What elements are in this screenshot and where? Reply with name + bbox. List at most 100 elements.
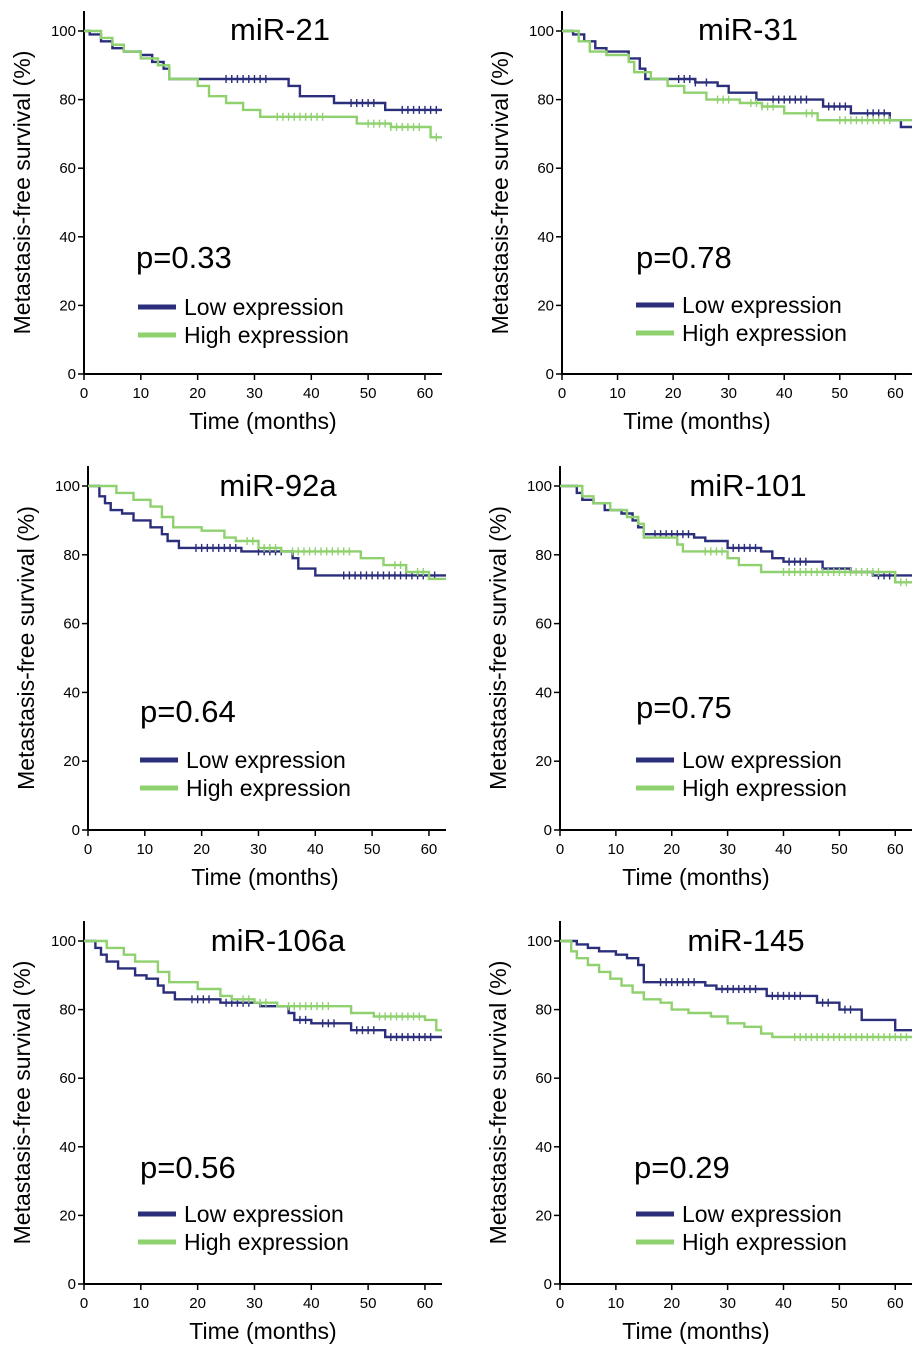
p-value-annotation: p=0.78 [636, 240, 732, 275]
x-tick-label: 0 [558, 385, 566, 402]
x-tick-label: 10 [609, 385, 626, 402]
x-tick-label: 0 [556, 841, 564, 858]
legend-label: High expression [682, 1229, 847, 1255]
x-tick-label: 50 [831, 1295, 848, 1312]
km-curve [84, 939, 442, 1039]
legend-label: Low expression [682, 292, 842, 318]
y-axis-label: Metastasis-free survival (%) [13, 506, 39, 790]
y-tick-label: 20 [63, 753, 80, 770]
panel-mir-145: 0 20 40 60 80 100 0 10 20 30 40 50 60 Time (months) Me… [485, 921, 912, 1344]
x-tick-label: 30 [720, 385, 737, 402]
y-tick-label: 80 [63, 547, 80, 564]
y-tick-label: 0 [544, 822, 552, 839]
x-axis-label: Time (months) [191, 864, 338, 890]
km-curve [562, 29, 912, 122]
legend-label: High expression [184, 322, 349, 348]
x-tick-label: 0 [80, 385, 88, 402]
x-tick-label: 40 [303, 1295, 320, 1312]
y-tick-label: 20 [59, 1207, 76, 1224]
series-high-expression [562, 29, 912, 125]
y-tick-label: 100 [529, 23, 554, 40]
p-value-annotation: p=0.56 [140, 1150, 236, 1185]
x-tick-label: 20 [663, 1295, 680, 1312]
y-axis-label: Metastasis-free survival (%) [9, 961, 35, 1245]
y-tick-label: 80 [59, 1002, 76, 1019]
x-tick-label: 20 [665, 385, 682, 402]
panel-title: miR-21 [230, 12, 330, 47]
x-tick-label: 30 [719, 1295, 736, 1312]
panel-title: miR-106a [211, 923, 346, 958]
y-tick-label: 100 [55, 478, 80, 495]
x-tick-label: 10 [136, 841, 153, 858]
legend-label: High expression [682, 320, 847, 346]
y-tick-label: 60 [537, 160, 554, 177]
legend-label: Low expression [682, 1201, 842, 1227]
km-curve [88, 484, 446, 581]
y-tick-label: 40 [63, 684, 80, 701]
legend-label: High expression [184, 1229, 349, 1255]
x-tick-label: 10 [132, 1295, 149, 1312]
legend-label: High expression [186, 775, 351, 801]
x-tick-label: 40 [775, 841, 792, 858]
km-curve [560, 939, 912, 1039]
panel-mir-31: 0 20 40 60 80 100 0 10 20 30 40 50 60 Time (months) Me… [487, 11, 912, 434]
x-tick-label: 60 [887, 841, 904, 858]
x-tick-label: 10 [132, 385, 149, 402]
x-tick-label: 30 [246, 1295, 263, 1312]
y-tick-label: 80 [535, 1002, 552, 1019]
y-tick-label: 40 [537, 229, 554, 246]
panel-title: miR-92a [219, 468, 337, 503]
x-tick-label: 50 [360, 1295, 377, 1312]
x-axis-label: Time (months) [622, 864, 769, 890]
y-tick-label: 60 [535, 616, 552, 633]
km-curve [560, 484, 912, 584]
series-high-expression [560, 939, 912, 1042]
y-tick-label: 100 [527, 478, 552, 495]
x-axis-label: Time (months) [623, 408, 770, 434]
y-axis-label: Metastasis-free survival (%) [487, 51, 513, 335]
panel-mir-21: 0 20 40 60 80 100 0 10 20 30 40 50 60 Time (months) Me… [9, 11, 442, 434]
x-tick-label: 60 [887, 385, 904, 402]
panel-mir-101: 0 20 40 60 80 100 0 10 20 30 40 50 60 Time (months) Me… [485, 466, 912, 890]
x-tick-label: 10 [608, 1295, 625, 1312]
y-tick-label: 40 [535, 1139, 552, 1156]
x-axis-label: Time (months) [622, 1318, 769, 1344]
panel-title: miR-145 [687, 923, 804, 958]
y-tick-label: 80 [59, 92, 76, 109]
x-tick-label: 50 [831, 841, 848, 858]
km-curve [88, 484, 446, 577]
y-tick-label: 20 [535, 753, 552, 770]
legend-label: High expression [682, 775, 847, 801]
y-tick-label: 0 [68, 1276, 76, 1293]
p-value-annotation: p=0.64 [140, 694, 236, 729]
x-tick-label: 20 [189, 385, 206, 402]
p-value-annotation: p=0.75 [636, 690, 732, 725]
y-tick-label: 0 [544, 1276, 552, 1293]
km-curve [84, 29, 442, 139]
x-tick-label: 0 [556, 1295, 564, 1312]
legend-label: Low expression [184, 294, 344, 320]
y-tick-label: 0 [72, 822, 80, 839]
x-tick-label: 10 [608, 841, 625, 858]
p-value-annotation: p=0.29 [634, 1150, 730, 1185]
y-tick-label: 40 [59, 229, 76, 246]
x-tick-label: 50 [831, 385, 848, 402]
x-tick-label: 50 [360, 385, 377, 402]
legend-label: Low expression [186, 747, 346, 773]
x-tick-label: 0 [84, 841, 92, 858]
y-tick-label: 20 [59, 297, 76, 314]
y-tick-label: 100 [51, 23, 76, 40]
y-tick-label: 60 [59, 1070, 76, 1087]
x-tick-label: 40 [307, 841, 324, 858]
x-tick-label: 40 [303, 385, 320, 402]
x-tick-label: 60 [421, 841, 438, 858]
x-tick-label: 60 [417, 1295, 434, 1312]
km-curve [84, 939, 442, 1032]
x-axis-label: Time (months) [189, 408, 336, 434]
series-high-expression [88, 484, 446, 581]
x-tick-label: 40 [776, 385, 793, 402]
km-curve [560, 939, 912, 1032]
y-tick-label: 20 [535, 1207, 552, 1224]
x-tick-label: 60 [887, 1295, 904, 1312]
